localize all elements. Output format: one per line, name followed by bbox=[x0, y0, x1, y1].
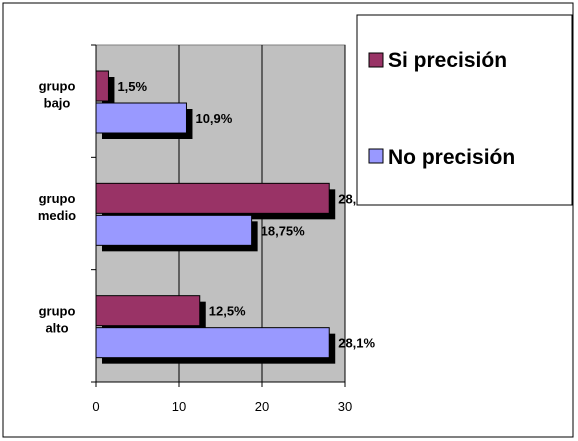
data-label-s0-c0: 1,5% bbox=[117, 79, 147, 94]
data-label-s1-c0: 10,9% bbox=[195, 111, 232, 126]
bar-s0-c1 bbox=[95, 182, 330, 214]
bars bbox=[95, 70, 336, 364]
x-tick-label-10: 10 bbox=[172, 399, 186, 414]
legend: Si precisión No precisión bbox=[356, 14, 573, 206]
axis-ticks: 0 10 20 30 bbox=[91, 44, 352, 414]
legend-label-no: No precisión bbox=[388, 146, 515, 169]
category-label-2-1: alto bbox=[45, 320, 68, 335]
category-label-2-0: grupo bbox=[39, 303, 76, 318]
x-tick-label-0: 0 bbox=[92, 399, 99, 414]
legend-swatch-no bbox=[368, 148, 384, 164]
bar-s0-c0 bbox=[95, 70, 109, 102]
legend-box bbox=[356, 14, 573, 206]
category-label-1-0: grupo bbox=[39, 191, 76, 206]
data-label-s1-c1: 18,75% bbox=[261, 223, 306, 238]
bar-s1-c2 bbox=[95, 327, 330, 359]
x-tick-label-20: 20 bbox=[255, 399, 269, 414]
x-tick-label-30: 30 bbox=[338, 399, 352, 414]
legend-label-si: Si precisión bbox=[388, 49, 507, 72]
data-label-s1-c2: 28,1% bbox=[338, 336, 375, 351]
bar-s1-c1 bbox=[95, 214, 253, 246]
category-label-1-1: medio bbox=[38, 208, 76, 223]
bar-s0-c2 bbox=[95, 295, 201, 327]
data-label-s0-c2: 12,5% bbox=[209, 304, 246, 319]
category-label-0-1: bajo bbox=[44, 96, 71, 111]
category-label-0-0: grupo bbox=[39, 79, 76, 94]
legend-swatch-si bbox=[368, 52, 384, 68]
bar-s1-c0 bbox=[95, 102, 187, 134]
category-labels: grupo bajo grupo medio grupo alto bbox=[38, 79, 76, 336]
